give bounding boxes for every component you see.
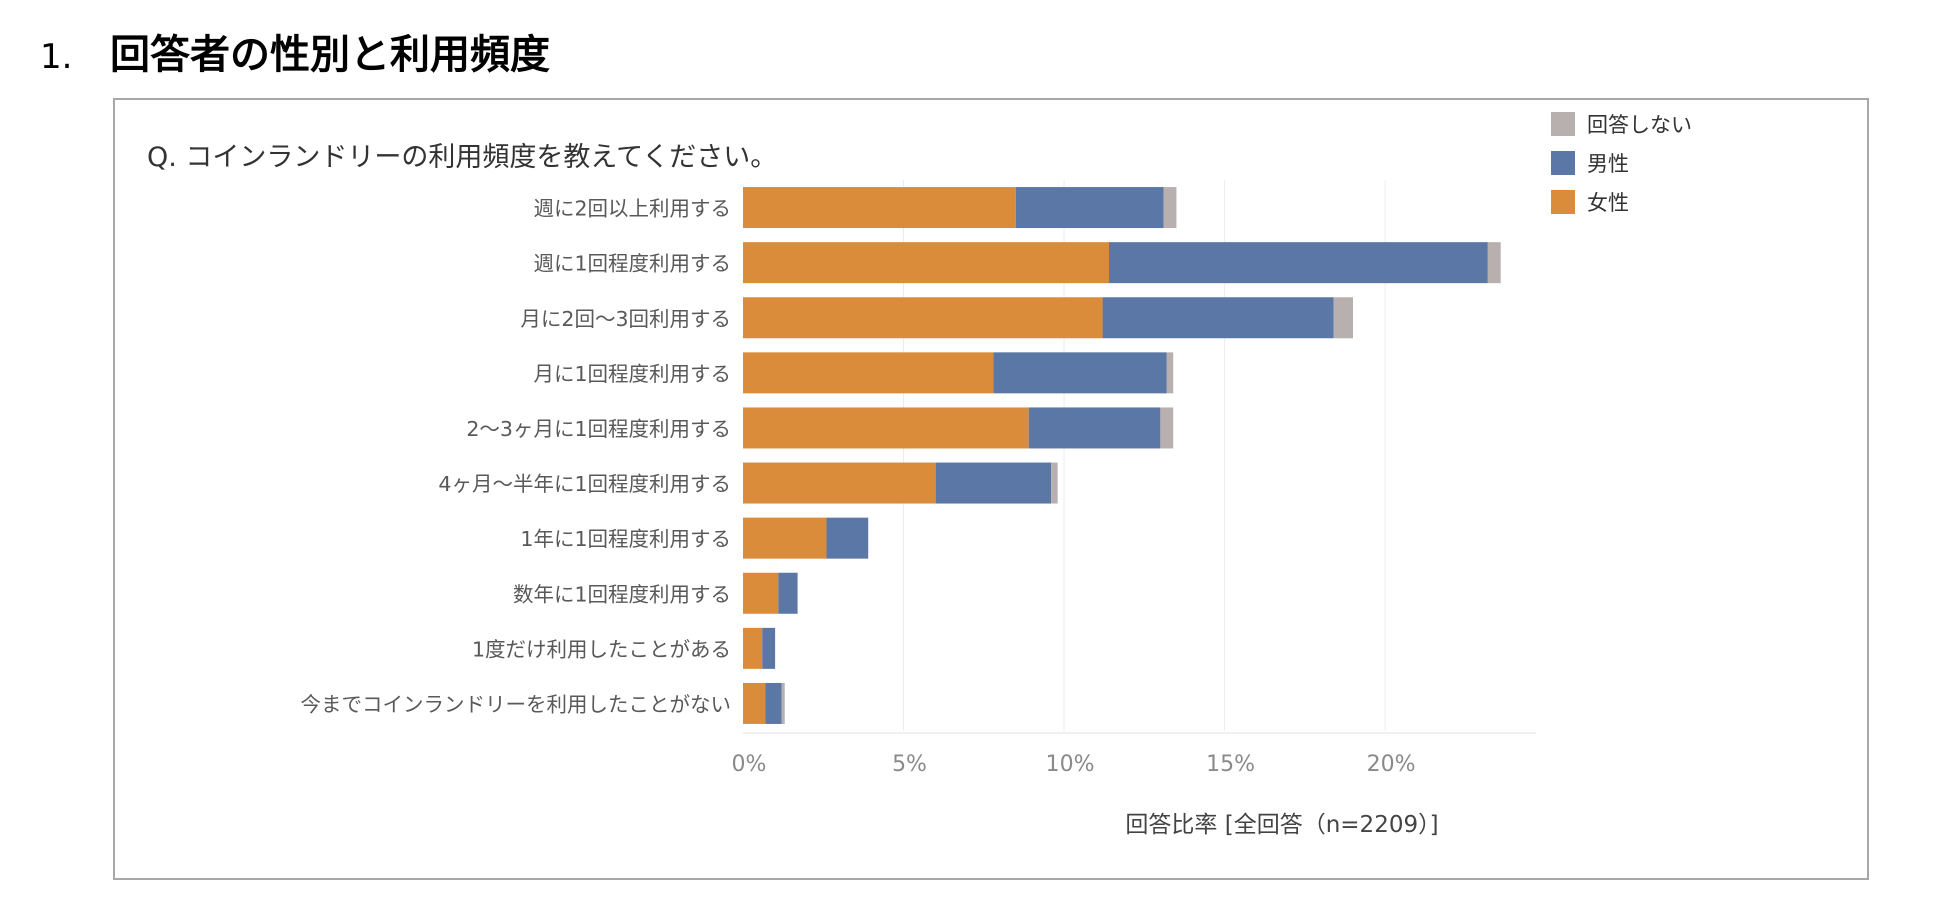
category-label-6: 4ヶ月〜半年に1回程度利用する xyxy=(438,472,731,496)
legend-item-female[interactable]: 女性 xyxy=(1551,190,1629,215)
section-title: 回答者の性別と利用頻度 xyxy=(110,32,550,78)
bar-series xyxy=(743,187,1501,724)
legend-item-female-swatch xyxy=(1551,190,1575,214)
legend-item-male-swatch xyxy=(1551,151,1575,175)
bar-female-4[interactable] xyxy=(743,352,994,394)
bar-no-answer-3[interactable] xyxy=(1333,297,1353,339)
x-tick-label-20: 20% xyxy=(1367,752,1416,777)
x-tick-label-15: 15% xyxy=(1206,752,1255,777)
bar-male-5[interactable] xyxy=(1028,407,1161,449)
bar-male-7[interactable] xyxy=(826,517,869,559)
bar-male-10[interactable] xyxy=(765,682,782,724)
category-label-8: 数年に1回程度利用する xyxy=(513,582,731,606)
section-heading: 1. 回答者の性別と利用頻度 xyxy=(40,22,550,80)
bar-no-answer-6[interactable] xyxy=(1051,462,1058,504)
chart-title: Q. コインランドリーの利用頻度を教えてください。 xyxy=(147,142,777,173)
bar-male-1[interactable] xyxy=(1015,187,1164,229)
bar-male-3[interactable] xyxy=(1102,297,1334,339)
bar-no-answer-5[interactable] xyxy=(1160,407,1174,449)
x-axis-label: 回答比率 [全回答（n=2209）] xyxy=(1125,812,1438,838)
bar-female-3[interactable] xyxy=(743,297,1103,339)
bar-no-answer-4[interactable] xyxy=(1166,352,1174,394)
category-label-5: 2〜3ヶ月に1回程度利用する xyxy=(466,417,731,441)
category-label-3: 月に2回〜3回利用する xyxy=(520,307,731,331)
bar-female-2[interactable] xyxy=(743,242,1109,284)
category-label-7: 1年に1回程度利用する xyxy=(520,527,731,551)
category-labels: 週に2回以上利用する週に1回程度利用する月に2回〜3回利用する月に1回程度利用す… xyxy=(301,197,732,717)
bar-female-10[interactable] xyxy=(743,682,766,724)
category-label-10: 今までコインランドリーを利用したことがない xyxy=(301,692,732,716)
category-label-1: 週に2回以上利用する xyxy=(533,197,731,221)
bar-female-1[interactable] xyxy=(743,187,1016,229)
chart-canvas: Q. コインランドリーの利用頻度を教えてください。 週に2回以上利用する週に1回… xyxy=(147,112,1692,838)
section-number: 1. xyxy=(40,37,73,77)
bar-male-2[interactable] xyxy=(1109,242,1488,284)
x-tick-label-10: 10% xyxy=(1046,752,1095,777)
bar-female-9[interactable] xyxy=(743,627,763,669)
bar-no-answer-10[interactable] xyxy=(781,682,785,724)
legend-item-male-label: 男性 xyxy=(1587,152,1629,176)
x-tick-label-0: 0% xyxy=(732,752,767,777)
bar-female-6[interactable] xyxy=(743,462,936,504)
legend-item-no-answer-swatch xyxy=(1551,112,1575,136)
category-label-9: 1度だけ利用したことがある xyxy=(472,637,731,661)
legend-item-male[interactable]: 男性 xyxy=(1551,151,1629,176)
bar-female-8[interactable] xyxy=(743,572,779,614)
bar-male-9[interactable] xyxy=(762,627,776,669)
bar-female-5[interactable] xyxy=(743,407,1029,449)
legend-item-female-label: 女性 xyxy=(1587,191,1629,215)
x-tick-label-5: 5% xyxy=(892,752,927,777)
bar-female-7[interactable] xyxy=(743,517,827,559)
bar-male-4[interactable] xyxy=(993,352,1167,394)
bar-male-6[interactable] xyxy=(935,462,1052,504)
bar-no-answer-2[interactable] xyxy=(1487,242,1501,284)
chart-frame: Q. コインランドリーの利用頻度を教えてください。 週に2回以上利用する 週に1回… xyxy=(113,98,1869,880)
bar-no-answer-1[interactable] xyxy=(1163,187,1177,229)
x-tick-labels: 0% 5% 10% 15% 20% xyxy=(732,752,1416,777)
legend-item-no-answer-label: 回答しない xyxy=(1587,113,1692,137)
category-label-2: 週に1回程度利用する xyxy=(533,252,731,276)
category-label-4: 月に1回程度利用する xyxy=(533,362,731,386)
legend-item-no-answer[interactable]: 回答しない xyxy=(1551,112,1692,137)
bar-male-8[interactable] xyxy=(778,572,798,614)
